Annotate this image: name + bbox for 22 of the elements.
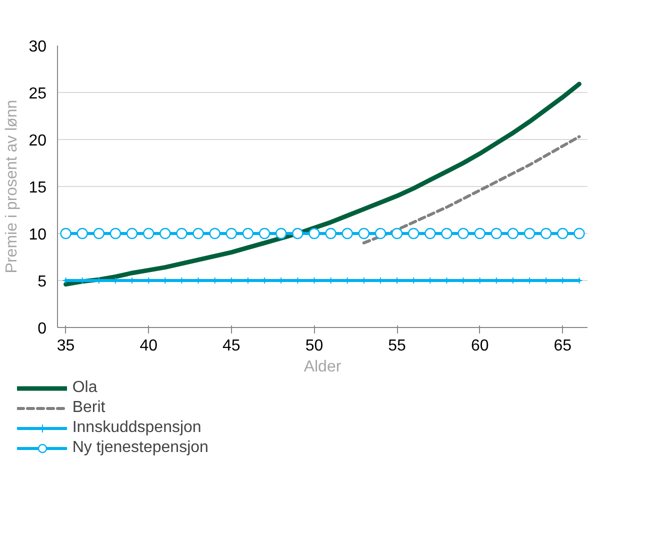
- x-tick-label: 65: [554, 338, 572, 354]
- x-tick-label: 45: [222, 338, 240, 354]
- y-tick-label: 0: [38, 320, 47, 338]
- y-tick-label: 15: [28, 180, 47, 196]
- x-axis-title: Alder: [304, 358, 342, 376]
- x-tick-label: 55: [388, 338, 406, 354]
- x-tick-label: 60: [470, 338, 489, 354]
- y-tick-label: 20: [28, 132, 47, 150]
- x-tick-label: 40: [140, 338, 158, 354]
- legend-label: Innskuddspensjon: [72, 419, 202, 437]
- legend-label: Ola: [72, 379, 98, 397]
- y-axis-title: Premie i prosent av lønn: [4, 100, 21, 274]
- y-tick-label: 5: [38, 274, 47, 290]
- legend-label: Berit: [72, 399, 106, 417]
- y-tick-label: 25: [28, 86, 47, 102]
- x-tick-label: 50: [305, 338, 324, 354]
- y-tick-label: 10: [28, 226, 47, 244]
- line-series: [362, 135, 581, 244]
- legend-label: Ny tjenestepensjon: [72, 439, 208, 457]
- line-series: [64, 82, 582, 287]
- x-tick-label: 35: [56, 338, 75, 354]
- y-tick-label: 30: [28, 38, 47, 56]
